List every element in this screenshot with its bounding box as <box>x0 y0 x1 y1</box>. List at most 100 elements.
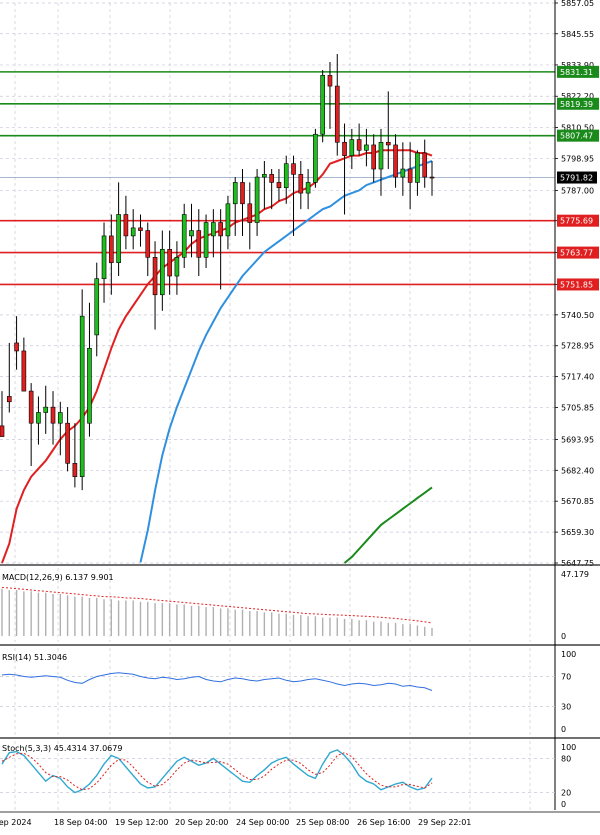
candle-body <box>65 422 70 464</box>
candle-body <box>58 412 63 424</box>
candle-body <box>203 222 209 258</box>
candle-body <box>43 406 49 413</box>
candle-body <box>101 235 107 280</box>
macd-y-tick-label: 47.179 <box>561 570 589 579</box>
y-tick-label: 5717.40 <box>561 373 594 382</box>
candle-body <box>6 396 12 403</box>
x-tick-label: 6 Sep 2024 <box>0 818 32 827</box>
price-level-badge <box>557 65 599 78</box>
moving-average-line <box>1 149 433 564</box>
candle-body <box>36 412 41 424</box>
candle-body <box>14 342 19 352</box>
candle-body <box>167 248 172 277</box>
candle-body <box>422 152 428 178</box>
stoch-d-line <box>1 752 433 791</box>
y-tick-label: 5833.90 <box>561 61 594 70</box>
y-tick-label: 5798.95 <box>561 154 594 163</box>
candle-body <box>269 174 274 183</box>
candle-body <box>160 248 165 296</box>
rsi-y-tick-label: 70 <box>561 673 571 682</box>
y-tick-label: 5693.95 <box>561 435 594 444</box>
x-tick-label: 26 Sep 16:00 <box>357 818 410 827</box>
candle-body <box>123 214 129 237</box>
candle-body <box>152 257 158 296</box>
candle-body <box>109 235 114 263</box>
candle-body <box>356 139 362 151</box>
stoch-y-tick-label: 0 <box>561 800 566 809</box>
macd-signal-line <box>1 586 433 624</box>
candle-body <box>72 463 78 478</box>
candle-body <box>87 347 92 424</box>
rsi-line <box>1 672 433 691</box>
price-level-badge <box>557 278 599 291</box>
current-price-badge <box>557 171 597 184</box>
candle-body <box>247 203 253 223</box>
candle-body <box>50 406 56 424</box>
candle-body <box>181 214 187 258</box>
x-tick-label: 20 Sep 20:00 <box>175 818 228 827</box>
price-level-label: 5831.31 <box>560 68 593 77</box>
candle-body <box>400 168 406 178</box>
candle-body <box>276 182 282 189</box>
candle-body <box>94 278 100 336</box>
y-tick-label: 5659.30 <box>561 528 594 537</box>
price-level-badge <box>557 129 599 142</box>
macd-y-tick-label: 0 <box>561 632 566 641</box>
candle-body <box>393 144 398 178</box>
stoch-k-line <box>1 749 433 794</box>
candle-body <box>320 75 325 135</box>
price-level-label: 5763.77 <box>560 249 593 258</box>
candle-body <box>342 141 347 156</box>
price-level-badge <box>557 246 599 259</box>
candle-body <box>429 176 435 179</box>
stoch-y-tick-label: 80 <box>561 754 571 763</box>
stoch-y-tick-label: 20 <box>561 789 571 798</box>
y-tick-label: 5787.00 <box>561 186 594 195</box>
candle-body <box>407 168 413 183</box>
candle-body <box>21 350 27 392</box>
macd-label: MACD(12,26,9) 6.137 9.901 <box>2 573 114 582</box>
x-tick-label: 29 Sep 22:01 <box>418 818 471 827</box>
x-tick-label: 24 Sep 00:00 <box>236 818 289 827</box>
x-tick-label: 18 Sep 04:00 <box>54 818 107 827</box>
candle-body <box>145 230 151 258</box>
stoch-label: Stoch(5,3,3) 45.4314 37.0679 <box>2 744 122 753</box>
candle-body <box>262 174 267 178</box>
candle-body <box>28 390 34 424</box>
y-tick-label: 5822.20 <box>561 92 594 101</box>
y-tick-label: 5670.85 <box>561 497 594 506</box>
candle-body <box>0 425 5 437</box>
candle-body <box>378 141 384 170</box>
candle-body <box>116 214 121 263</box>
stoch-y-tick-label: 100 <box>561 743 576 752</box>
candle-body <box>79 315 85 478</box>
y-tick-label: 5740.50 <box>561 311 594 320</box>
rsi-y-tick-label: 100 <box>561 650 576 659</box>
candle-body <box>254 176 260 223</box>
price-level-label: 5819.39 <box>560 100 593 109</box>
candle-body <box>364 144 369 151</box>
candle-body <box>218 222 223 237</box>
candle-body <box>298 174 304 194</box>
x-tick-label: 25 Sep 08:00 <box>296 818 349 827</box>
candle-body <box>196 230 202 258</box>
rsi-label: RSI(14) 51.3046 <box>2 653 67 662</box>
candle-body <box>283 163 289 189</box>
y-tick-label: 5857.05 <box>561 0 594 8</box>
y-tick-label: 5647.75 <box>561 559 594 568</box>
y-tick-label: 5810.50 <box>561 124 594 133</box>
rsi-y-tick-label: 0 <box>561 725 566 734</box>
candle-body <box>291 163 296 175</box>
current-price-label: 5791.82 <box>560 174 593 183</box>
candle-body <box>371 144 376 170</box>
rsi-y-tick-label: 30 <box>561 703 571 712</box>
candle-body <box>130 227 136 237</box>
x-tick-label: 19 Sep 12:00 <box>115 818 168 827</box>
candle-body <box>211 222 216 237</box>
moving-average-line <box>139 160 433 563</box>
y-tick-label: 5845.55 <box>561 30 594 39</box>
candle-body <box>349 139 355 156</box>
y-tick-label: 5728.95 <box>561 342 594 351</box>
